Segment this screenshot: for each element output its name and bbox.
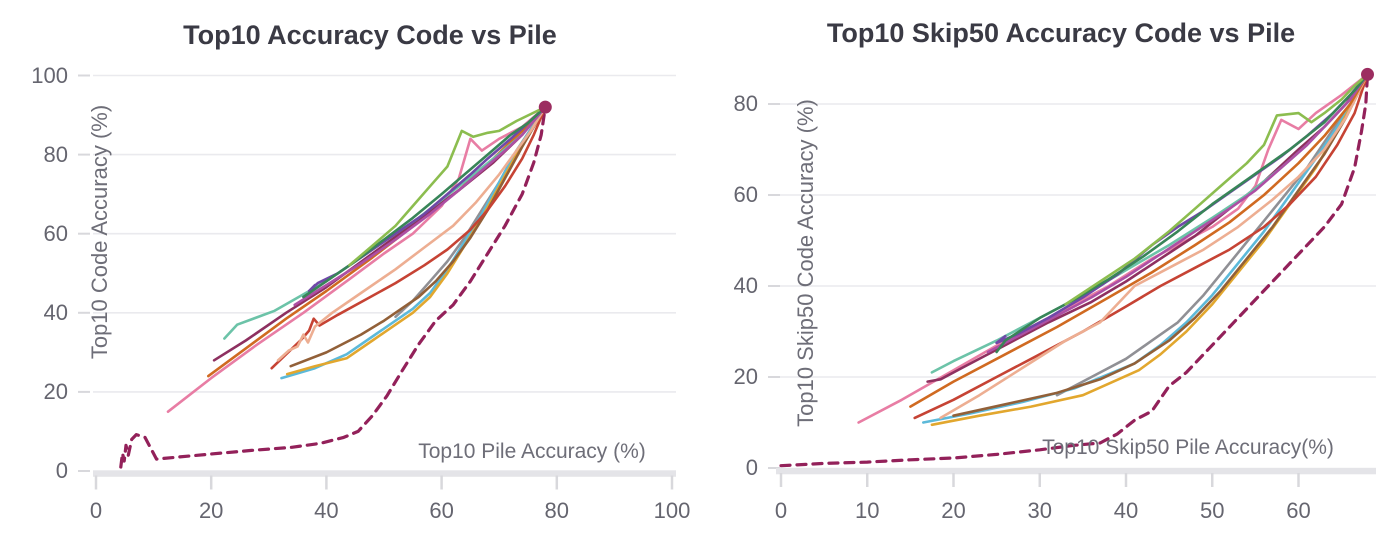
left-series-seagreen [302,105,547,299]
left-series-teal [223,105,547,340]
right-series-red [913,73,1369,420]
right-xtick-label-50: 50 [1200,498,1225,523]
left-series-purple [307,105,547,293]
left-xtick-label-60: 60 [429,498,454,523]
right-endpoint-dot [1361,67,1374,81]
right-ytick-label-20: 20 [733,364,758,389]
left-xtick-label-20: 20 [198,498,224,523]
right-x-axis-label: Top10 Skip50 Pile Accuracy(%) [1042,436,1334,459]
right-series-orange [909,73,1369,408]
left-endpoint-dot [538,100,552,114]
left-series-brown [289,105,547,368]
right-xtick-label-60: 60 [1286,498,1311,523]
left-chart-title: Top10 Accuracy Code vs Pile [183,20,557,50]
left-ytick-label-20: 20 [43,378,68,404]
right-x-axis-bar [776,467,1376,475]
right-series-pile-baseline [779,72,1370,468]
left-ytick-label-80: 80 [43,141,68,167]
left-y-axis-label: Top10 Code Accuracy (%) [87,104,112,360]
right-ytick-label-40: 40 [733,273,758,298]
right-xtick-label-10: 10 [855,498,880,523]
right-series-gray [1055,73,1369,397]
left-x-axis-bar [93,470,676,477]
left-series-pink [166,105,547,414]
right-series-peach [939,73,1369,420]
left-ytick-label-0: 0 [55,458,68,483]
right-xtick-label-20: 20 [941,498,966,523]
right-series-plum [926,73,1369,383]
right-xtick-label-40: 40 [1113,498,1139,523]
left-ytick-label-40: 40 [43,299,68,325]
right-series-pink [857,73,1369,424]
left-ytick-label-60: 60 [43,220,68,246]
right-series-magenta [986,73,1369,354]
left-xtick-label-100: 100 [653,498,691,523]
right-y-axis-label: Top10 Skip50 Code Accuracy (%) [793,99,818,427]
left-series-red [270,105,547,370]
right-series-lightgreen [1064,73,1369,306]
right-chart-title: Top10 Skip50 Accuracy Code vs Pile [826,18,1296,48]
right-xtick-label-0: 0 [774,498,788,523]
right-series-teal [930,73,1369,374]
left-series-peach [276,105,547,362]
left-xtick-label-80: 80 [544,498,570,523]
left-ytick-label-100: 100 [31,62,68,88]
left-series-lightgreen [348,105,547,267]
right-ytick-label-0: 0 [745,455,758,480]
right-series-purple [995,73,1369,345]
left-xtick-label-40: 40 [314,498,339,523]
right-series-brown [952,73,1369,418]
right-ytick-label-60: 60 [733,182,758,207]
left-xtick-label-0: 0 [89,498,103,523]
left-series-magenta [293,105,547,307]
right-ytick-label-80: 80 [733,91,758,116]
right-xtick-label-30: 30 [1027,498,1052,523]
right-series-seagreen [995,73,1369,354]
left-series-pile-baseline [119,105,547,469]
left-x-axis-label: Top10 Pile Accuracy (%) [418,440,646,463]
